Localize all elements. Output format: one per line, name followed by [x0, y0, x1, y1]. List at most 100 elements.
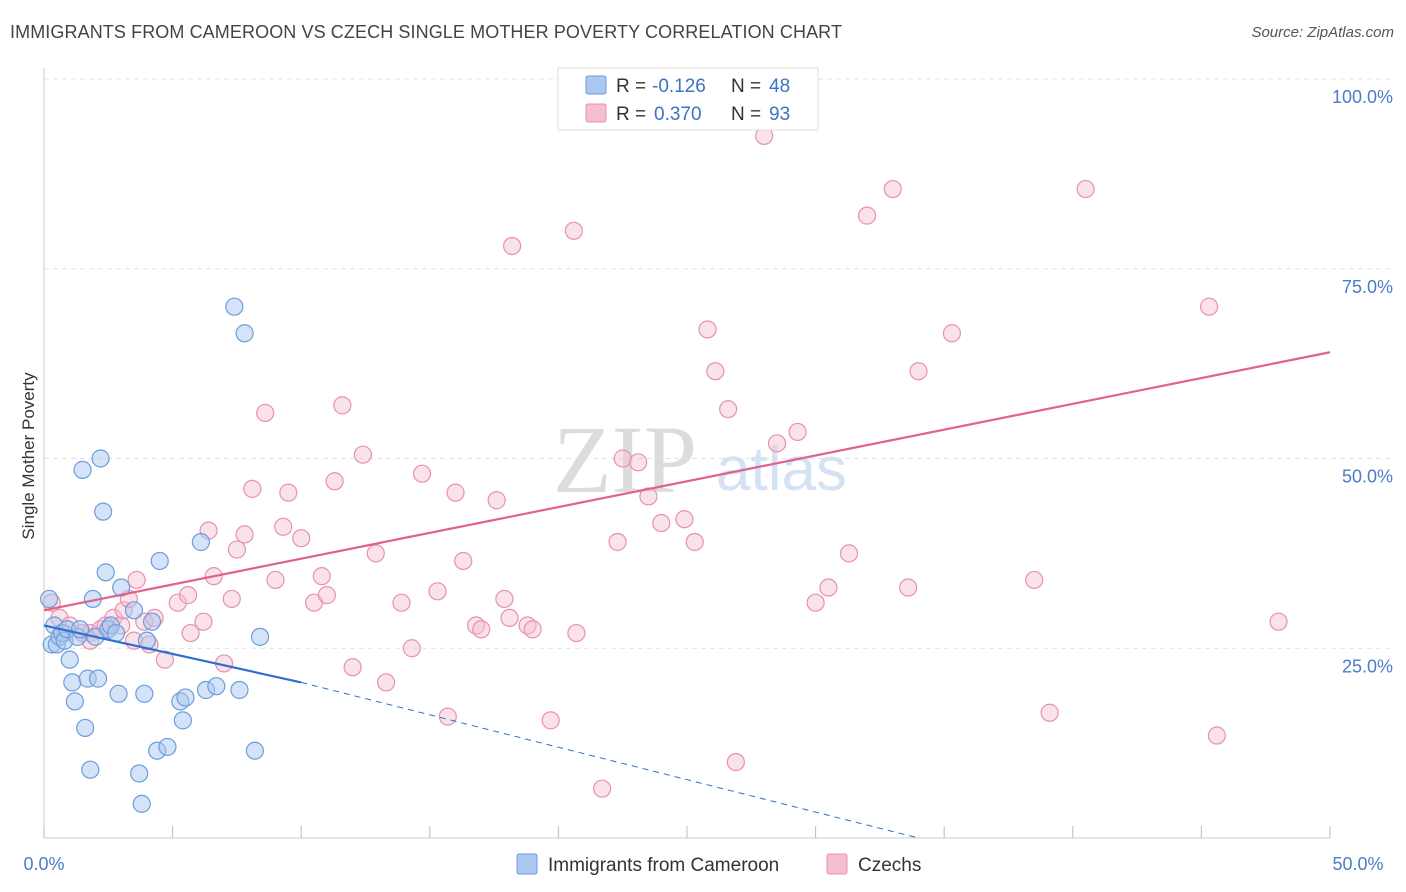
czechs-point [446, 483, 465, 502]
chart-title: IMMIGRANTS FROM CAMEROON VS CZECH SINGLE… [10, 22, 843, 42]
cameroon-point [245, 741, 265, 760]
czechs-point [222, 589, 241, 609]
czechs-point [500, 608, 519, 627]
czechs-point [1200, 297, 1219, 316]
czechs-point [503, 236, 522, 256]
czechs-point [266, 570, 285, 590]
cameroon-point [235, 324, 254, 343]
czechs-point [1269, 612, 1288, 631]
stats-pink-n-value: 93 [769, 104, 790, 125]
cameroon-point [94, 502, 113, 521]
czechs-point [685, 532, 704, 552]
czechs-point [194, 612, 213, 631]
czechs-point [279, 483, 298, 502]
cameroon-point [191, 532, 210, 552]
cameroon-point [76, 718, 95, 738]
czechs-point [392, 593, 411, 612]
cameroon-point [63, 673, 82, 692]
czechs-point [412, 464, 432, 483]
czechs-point [454, 551, 473, 571]
czechs-point [899, 578, 918, 597]
cameroon-point [109, 684, 128, 703]
czechs-point [495, 589, 514, 609]
czechs-point [178, 586, 198, 605]
cameroon-point [225, 297, 244, 316]
czechs-point [168, 593, 187, 612]
czechs-point [235, 525, 254, 544]
y-tick-label: 100.0% [1332, 87, 1393, 107]
chart-source: Source: ZipAtlas.com [1251, 24, 1394, 41]
x-ticks [43, 826, 1331, 838]
cameroon-point [88, 669, 108, 688]
stats-blue-swatch [585, 75, 607, 95]
czechs-point [726, 752, 745, 772]
cameroon-point [91, 449, 110, 468]
stats-pink-r-value: 0.370 [654, 104, 702, 125]
legend-czechs-swatch [826, 853, 848, 875]
cameroon-trend-extension [301, 681, 919, 839]
legend-cameroon-swatch [516, 853, 538, 875]
czechs-point [353, 445, 373, 464]
legend-cameroon-label: Immigrants from Cameroon [548, 855, 779, 876]
czechs-point [706, 362, 725, 381]
cameroon-point [142, 612, 162, 631]
czechs-point [767, 434, 787, 453]
stats-legend: R = -0.126 N = 48 R = 0.370 N = 93 [557, 67, 819, 131]
czechs-point [127, 570, 146, 590]
czechs-point [317, 586, 337, 605]
cameroon-point [207, 677, 226, 696]
czechs-point [438, 707, 457, 726]
czechs-point [312, 567, 331, 586]
cameroon-point [230, 680, 249, 700]
cameroon-point [112, 578, 131, 597]
czechs-point [652, 513, 671, 533]
cameroon-point [250, 627, 270, 646]
czechs-point [629, 453, 648, 472]
cameroon-point [65, 692, 84, 711]
czechs-point [292, 529, 311, 548]
czechs-point [227, 540, 246, 559]
czechs-point [487, 491, 506, 510]
czechs-point [1025, 570, 1044, 590]
czechs-point [839, 544, 859, 563]
czechs-point [909, 362, 928, 381]
czechs-point [806, 593, 825, 612]
cameroon-point [96, 563, 115, 582]
cameroon-point [150, 551, 169, 571]
stats-pink-swatch [585, 103, 607, 123]
czechs-point [942, 324, 962, 343]
czechs-point [343, 658, 362, 677]
cameroon-points [40, 297, 270, 813]
cameroon-trend-line [43, 624, 302, 684]
x-tick-label-max: 50.0% [1332, 854, 1383, 874]
czechs-point [883, 179, 902, 199]
cameroon-point [135, 684, 154, 703]
czechs-point [366, 544, 385, 563]
cameroon-point [73, 460, 92, 479]
cameroon-point [173, 711, 192, 730]
czechs-point [567, 623, 586, 643]
cameroon-point [176, 688, 195, 707]
stats-blue-r-label: R = [616, 76, 646, 97]
watermark-atlas: atlas [716, 435, 847, 504]
stats-pink-n-label: N = [731, 104, 761, 125]
czechs-point [788, 422, 807, 442]
x-tick-label-min: 0.0% [23, 854, 64, 874]
czechs-point [274, 517, 293, 536]
czechs-trend-line [43, 351, 1331, 612]
czechs-point [428, 582, 447, 601]
y-tick-label: 25.0% [1342, 656, 1393, 676]
czechs-point [1076, 179, 1095, 199]
czechs-point [819, 578, 838, 597]
czechs-point [181, 623, 200, 643]
cameroon-point [132, 794, 151, 813]
czechs-point [376, 673, 396, 692]
czechs-point [1040, 703, 1059, 722]
y-axis-label: Single Mother Poverty [19, 372, 38, 540]
cameroon-point [81, 760, 100, 779]
series-legend: Immigrants from Cameroon Czechs [516, 853, 921, 876]
watermark: ZIP atlas [553, 406, 847, 513]
czechs-point [593, 779, 612, 798]
czechs-point [1207, 726, 1226, 745]
